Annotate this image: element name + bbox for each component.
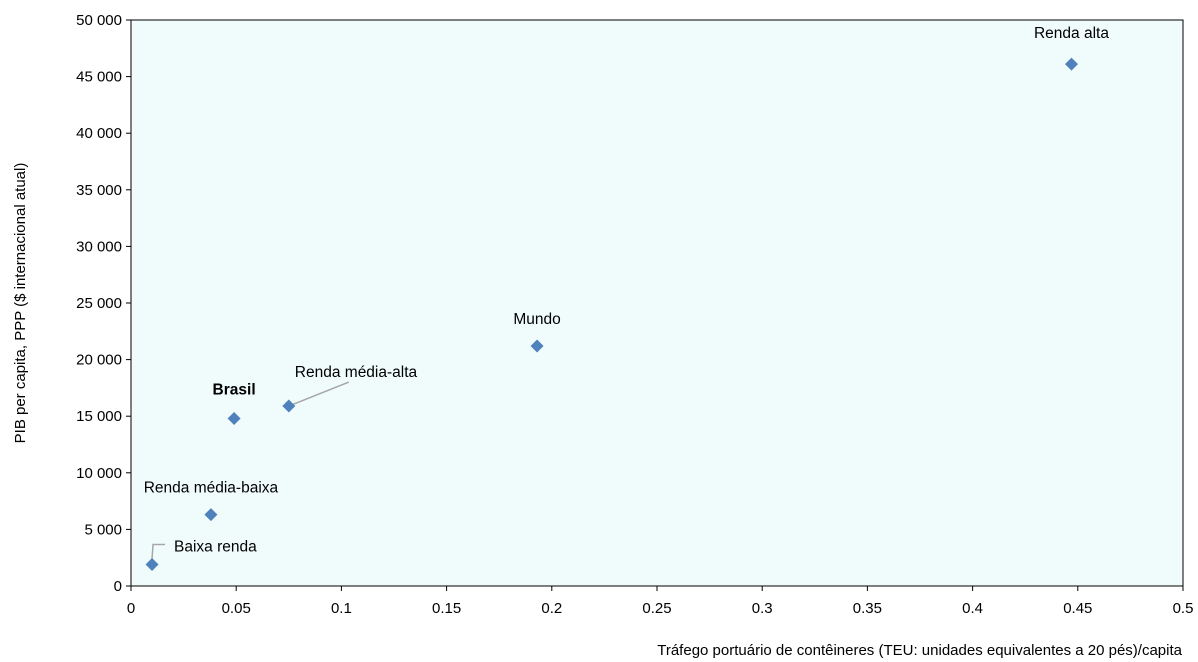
y-axis-title: PIB per capita, PPP ($ internacional atu… [12, 163, 29, 444]
point-label: Renda média-baixa [144, 480, 279, 497]
x-tick-label: 0.45 [1063, 600, 1092, 617]
point-label: Renda média-alta [295, 364, 418, 381]
plot-area [130, 19, 1184, 587]
point-label: Mundo [513, 311, 560, 328]
x-tick-label: 0.35 [853, 600, 882, 617]
x-tick-label: 0.25 [642, 600, 671, 617]
y-axis-ticks: 0 5 000 10 000 15 000 20 000 25 000 30 000 35 0… [76, 12, 131, 595]
point-labels: Baixa renda Renda média-baixa Brasil Renda … [144, 25, 1110, 555]
data-point [1064, 57, 1078, 71]
x-axis-ticks: 0 0.05 0.1 0.15 0.2 0.25 0.3 0.35 0.4 0.45 0.5 [127, 586, 1194, 617]
y-tick-label: 0 [114, 578, 122, 595]
data-point [227, 411, 241, 425]
y-tick-label: 45 000 [76, 69, 122, 86]
leader-lines [151, 381, 350, 559]
y-tick-label: 40 000 [76, 125, 122, 142]
x-tick-label: 0.05 [222, 600, 251, 617]
y-tick-label: 15 000 [76, 408, 122, 425]
leader-line [151, 543, 166, 559]
x-tick-label: 0.4 [962, 600, 983, 617]
point-label: Brasil [213, 381, 256, 398]
y-tick-label: 35 000 [76, 182, 122, 199]
y-tick-label: 5 000 [84, 521, 122, 538]
y-tick-label: 50 000 [76, 12, 122, 29]
point-label: Renda alta [1034, 25, 1109, 42]
point-label: Baixa renda [174, 538, 257, 555]
x-tick-label: 0.3 [752, 600, 773, 617]
y-tick-label: 30 000 [76, 238, 122, 255]
x-tick-label: 0.5 [1173, 600, 1194, 617]
x-tick-label: 0.1 [331, 600, 352, 617]
data-point [204, 508, 218, 522]
leader-line [288, 381, 350, 407]
x-tick-label: 0 [127, 600, 135, 617]
x-axis-title: Tráfego portuário de contêineres (TEU: u… [657, 642, 1182, 659]
y-tick-label: 25 000 [76, 295, 122, 312]
data-point [282, 399, 296, 413]
x-tick-label: 0.15 [432, 600, 461, 617]
data-points [145, 57, 1078, 571]
y-tick-label: 20 000 [76, 352, 122, 369]
data-point [145, 557, 159, 571]
x-tick-label: 0.2 [541, 600, 562, 617]
y-tick-label: 10 000 [76, 465, 122, 482]
data-point [530, 339, 544, 353]
